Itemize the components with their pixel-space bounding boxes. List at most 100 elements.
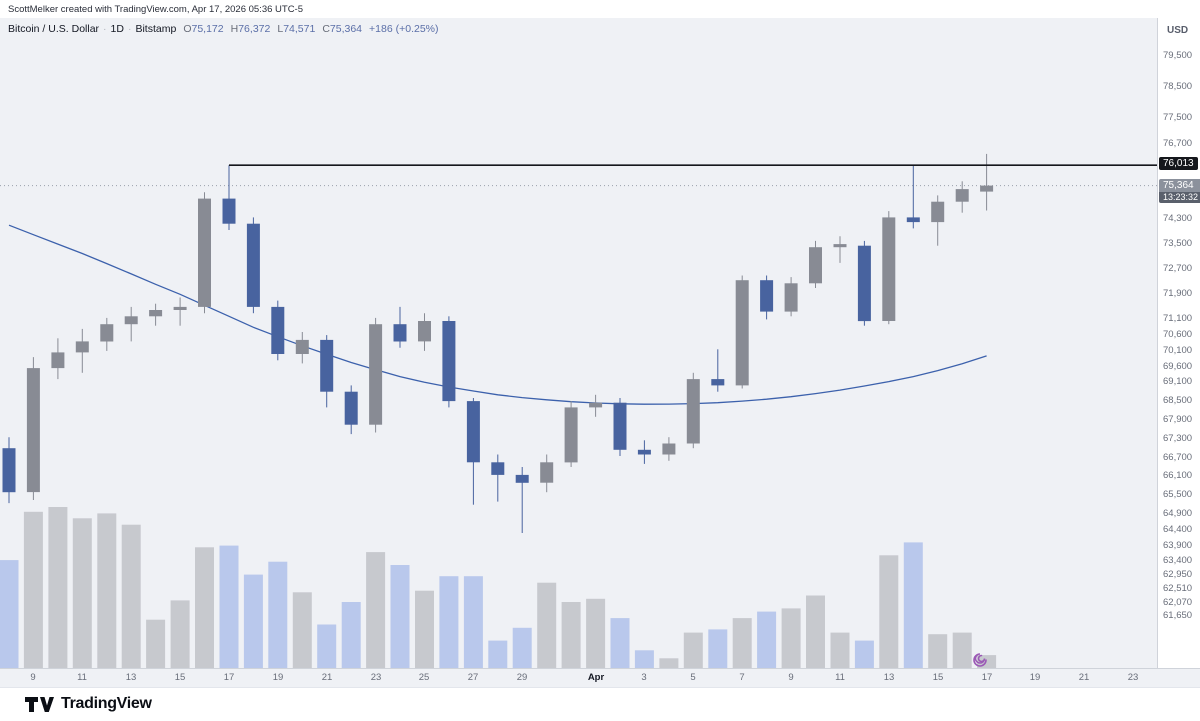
candle: [906, 165, 920, 229]
price-tick-label: 66,700: [1163, 452, 1193, 463]
volume-bar: [48, 507, 68, 668]
time-axis-label: 27: [467, 672, 479, 683]
candle: [2, 437, 16, 504]
volume-bar: [72, 518, 92, 668]
volume-bar: [683, 632, 703, 668]
candle: [980, 153, 994, 211]
volume-bar: [97, 513, 117, 668]
candle-body: [124, 316, 138, 325]
close-label: C: [322, 23, 330, 35]
candle-body: [149, 310, 163, 317]
candle: [735, 275, 749, 389]
price-tick-label: 79,500: [1163, 50, 1193, 61]
candle-body: [271, 306, 285, 354]
candle: [833, 236, 847, 263]
candle-body: [2, 448, 16, 493]
candle: [344, 385, 358, 435]
price-tick-label: 64,900: [1163, 508, 1193, 519]
price-tick-label: 62,070: [1163, 597, 1193, 608]
interval-label: 1D: [110, 23, 124, 35]
low-label: L: [277, 23, 284, 35]
volume-bar: [634, 650, 654, 668]
time-axis[interactable]: 9 11 13 15 17 19 21 23 25 27 29 Apr 3 5 7 9 11 13 15 17 19 21…: [0, 668, 1200, 687]
candle-body: [344, 391, 358, 425]
price-tick-label: 77,500: [1163, 112, 1193, 123]
current-price-label: 75,364 13:23:32: [1159, 179, 1200, 203]
volume-bar: [268, 561, 288, 668]
candle: [100, 317, 114, 351]
time-axis-label: 11: [835, 672, 845, 683]
volume-bar: [317, 624, 337, 668]
candle-body: [711, 379, 725, 386]
price-axis[interactable]: USD 76,013 75,364 13:23:32 79,500 78,500 7…: [1157, 18, 1200, 668]
volume-bar: [341, 602, 361, 668]
volume-bar: [219, 545, 239, 668]
candle: [564, 401, 578, 467]
volume-bar: [610, 618, 630, 668]
close-value: 75,364: [329, 23, 363, 35]
candle-body: [564, 407, 578, 463]
candle: [26, 357, 40, 500]
high-label: H: [230, 23, 239, 35]
candle: [466, 398, 480, 505]
candle: [760, 275, 774, 320]
candle-body: [613, 402, 627, 450]
volume-bar: [23, 511, 43, 668]
time-axis-label: 17: [981, 672, 993, 683]
price-tick-label: 70,600: [1163, 329, 1193, 340]
price-tick-label: 69,100: [1163, 376, 1193, 387]
candle: [882, 211, 896, 325]
price-tick-label: 63,400: [1163, 555, 1193, 566]
candle-body: [51, 352, 65, 369]
candle-body: [320, 339, 334, 392]
candle: [491, 454, 505, 502]
price-tick-label: 61,650: [1163, 610, 1193, 621]
chart-plot-area[interactable]: Bitcoin / U.S. Dollar · 1D · Bitstamp O75,172…: [0, 18, 1157, 668]
volume-bar: [903, 542, 923, 668]
candle-body: [637, 449, 651, 455]
time-axis-label: 13: [125, 672, 137, 683]
candle-body: [369, 324, 383, 425]
candle-body: [857, 245, 871, 322]
tradingview-logo[interactable]: TradingView: [24, 695, 152, 713]
symbol-name: Bitcoin / U.S. Dollar: [8, 23, 100, 35]
time-axis-label: 15: [174, 672, 186, 683]
time-axis-label: 21: [321, 672, 333, 683]
current-price-value: 75,364: [1159, 179, 1200, 192]
attribution-text: ScottMelker created with TradingView.com…: [8, 4, 304, 15]
time-axis-label: 13: [883, 672, 895, 683]
candle-body: [760, 280, 774, 312]
candle-body: [809, 247, 822, 284]
candle-body: [906, 217, 920, 223]
time-axis-label: 29: [516, 672, 528, 683]
time-axis-label: 23: [370, 672, 382, 683]
price-tick-label: 62,510: [1163, 583, 1193, 594]
volume-bar: [0, 560, 19, 668]
time-axis-label: 9: [788, 672, 794, 683]
change-label: +186 (+0.25%): [369, 23, 439, 35]
candle: [173, 297, 187, 326]
candle: [246, 217, 260, 314]
price-tick-label: 73,500: [1163, 238, 1193, 249]
open-label: O: [183, 23, 192, 35]
candle-body: [75, 341, 89, 353]
candle: [271, 300, 285, 361]
volume-bar: [928, 634, 948, 668]
price-tick-label: 69,600: [1163, 361, 1193, 372]
candle-body: [515, 474, 529, 483]
candle: [198, 192, 211, 314]
candlestick-chart[interactable]: [0, 18, 1157, 668]
time-axis-label: 23: [1127, 672, 1139, 683]
candle-body: [735, 280, 749, 386]
time-axis-label: 21: [1078, 672, 1090, 683]
time-axis-label: 11: [77, 672, 87, 683]
candle-body: [393, 324, 407, 342]
price-tick-label: 72,700: [1163, 263, 1193, 274]
candle: [613, 398, 627, 456]
legend-separator: ·: [103, 23, 107, 35]
volume-bar: [732, 618, 752, 668]
volume-bar: [121, 524, 141, 668]
volume-bar: [830, 632, 850, 668]
purple-spiral-drawing: [973, 653, 987, 667]
currency-label: USD: [1167, 25, 1189, 36]
